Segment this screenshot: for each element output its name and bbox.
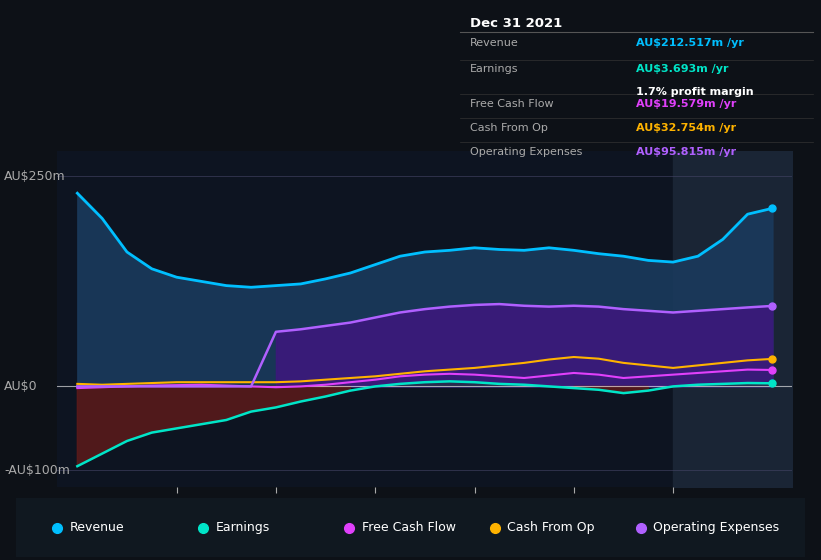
Text: Revenue: Revenue	[70, 521, 125, 534]
FancyBboxPatch shape	[1, 497, 820, 558]
Text: AU$250m: AU$250m	[4, 170, 66, 183]
Text: Earnings: Earnings	[470, 64, 519, 74]
Text: 1.7% profit margin: 1.7% profit margin	[636, 87, 754, 97]
Text: Operating Expenses: Operating Expenses	[470, 147, 583, 157]
Text: AU$19.579m /yr: AU$19.579m /yr	[636, 99, 736, 109]
Text: Cash From Op: Cash From Op	[470, 123, 548, 133]
Text: Free Cash Flow: Free Cash Flow	[361, 521, 456, 534]
Text: Cash From Op: Cash From Op	[507, 521, 595, 534]
Text: AU$95.815m /yr: AU$95.815m /yr	[636, 147, 736, 157]
Text: -AU$100m: -AU$100m	[4, 464, 70, 477]
Text: Operating Expenses: Operating Expenses	[654, 521, 779, 534]
Text: AU$3.693m /yr: AU$3.693m /yr	[636, 64, 729, 74]
Text: AU$212.517m /yr: AU$212.517m /yr	[636, 38, 744, 48]
Text: Earnings: Earnings	[216, 521, 270, 534]
Text: Free Cash Flow: Free Cash Flow	[470, 99, 554, 109]
Text: AU$0: AU$0	[4, 380, 38, 393]
Text: Dec 31 2021: Dec 31 2021	[470, 17, 562, 30]
Text: AU$32.754m /yr: AU$32.754m /yr	[636, 123, 736, 133]
Text: Revenue: Revenue	[470, 38, 519, 48]
